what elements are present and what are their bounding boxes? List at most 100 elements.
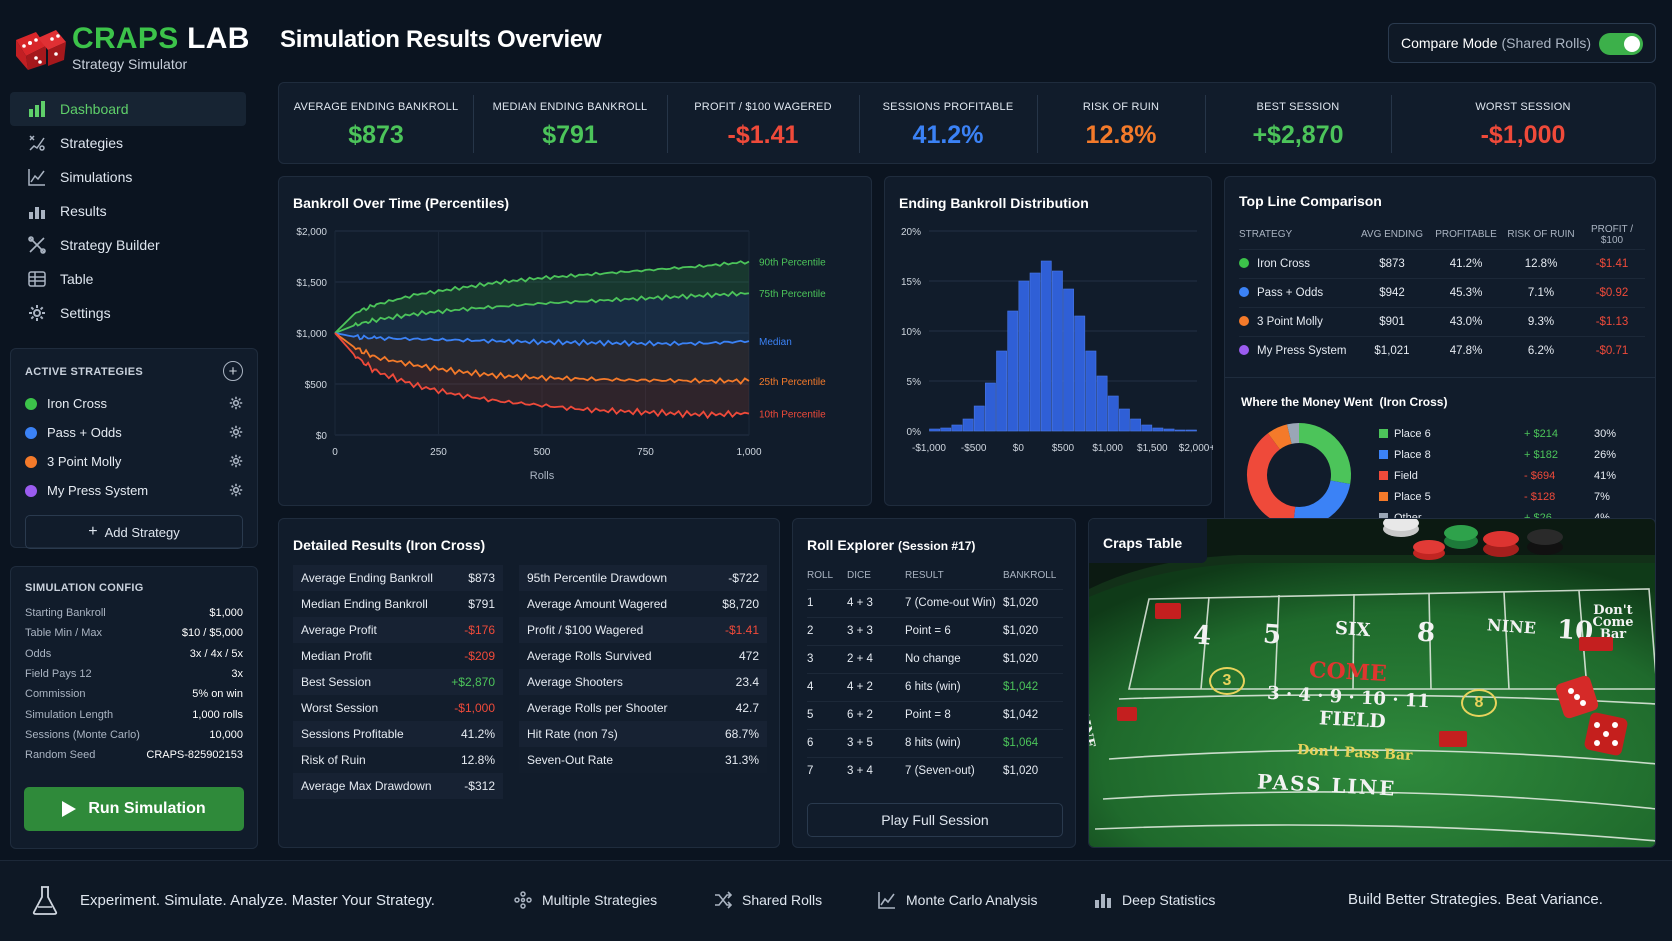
simulation-config-heading: SIMULATION CONFIG (25, 582, 144, 594)
detail-value: -$1.41 (724, 623, 759, 637)
strategy-item[interactable]: Pass + Odds (11, 418, 257, 447)
sidebar-item-strategies[interactable]: Strategies (10, 126, 246, 160)
bar-dice-markers (1117, 603, 1613, 747)
detail-value: 472 (738, 649, 759, 663)
roll-explorer-title: Roll Explorer (Session #17) (807, 537, 976, 553)
compare-mode-paren: (Shared Rolls) (1501, 35, 1591, 51)
legend-percent: 41% (1594, 469, 1617, 482)
cell-profitable: 43.0% (1429, 306, 1503, 336)
histogram-bar (985, 382, 996, 432)
play-icon (62, 801, 77, 817)
play-full-session-button[interactable]: Play Full Session (807, 803, 1063, 837)
detail-key: Average Amount Wagered (527, 597, 668, 611)
table-row[interactable]: Pass + Odds $942 45.3% 7.1% -$0.92 (1239, 277, 1645, 307)
table-row[interactable]: 3 Point Molly $901 43.0% 9.3% -$1.13 (1239, 306, 1645, 336)
strategy-name: My Press System (47, 483, 149, 498)
sidebar-item-dashboard[interactable]: Dashboard (10, 92, 246, 126)
cell-ror: 6.2% (1503, 335, 1579, 365)
run-simulation-button[interactable]: Run Simulation (24, 787, 244, 831)
table-row[interactable]: Iron Cross $873 41.2% 12.8% -$1.41 (1239, 248, 1645, 278)
kpi-card: WORST SESSION -$1,000 (1391, 83, 1655, 163)
config-key: Random Seed (25, 749, 96, 762)
x-tick-label: $2,000+ (1179, 443, 1213, 454)
detail-row: Median Ending Bankroll $791 (293, 591, 503, 617)
compare-mode-toggle[interactable] (1599, 33, 1643, 55)
simulations-icon (28, 168, 46, 186)
detail-row: Average Rolls per Shooter 42.7 (519, 695, 767, 721)
detail-value: +$2,870 (451, 675, 495, 689)
add-strategy-plus-icon[interactable]: + (223, 361, 243, 381)
histogram-bar (1186, 429, 1197, 432)
detail-value: 12.8% (460, 753, 495, 767)
gear-icon[interactable] (229, 483, 243, 497)
config-row: Commission 5% on win (11, 684, 257, 704)
detail-row: Average Rolls Survived 472 (519, 643, 767, 669)
cell-result: Point = 8 (905, 700, 1003, 729)
strategy-name: 3 Point Molly (1257, 315, 1323, 328)
x-tick-label: 250 (430, 447, 447, 458)
add-strategy-button[interactable]: + Add Strategy (25, 515, 243, 549)
series-line-90th-percentile (334, 260, 750, 334)
cell-profit: -$1.13 (1579, 306, 1645, 336)
series-label: 25th Percentile (759, 377, 826, 388)
strategy-item[interactable]: 3 Point Molly (11, 447, 257, 476)
sidebar-item-simulations[interactable]: Simulations (10, 160, 246, 194)
sidebar-item-results[interactable]: Results (10, 194, 246, 228)
strategy-item[interactable]: Iron Cross (11, 389, 257, 418)
table-header: STRATEGY (1239, 229, 1293, 241)
strategy-item[interactable]: My Press System (11, 476, 257, 505)
sidebar-item-table[interactable]: Table (10, 262, 246, 296)
kpi-divider (473, 95, 474, 153)
detail-row: Profit / $100 Wagered -$1.41 (519, 617, 767, 643)
gear-icon[interactable] (229, 396, 243, 410)
histogram-bar (996, 350, 1007, 432)
detail-value: $791 (468, 597, 495, 611)
sidebar-item-label: Table (60, 271, 94, 287)
x-axis-label: Rolls (530, 470, 555, 482)
footer-feature-deep-statistics: Deep Statistics (1094, 891, 1215, 909)
cell-dice: 4 + 3 (847, 588, 905, 617)
sidebar-item-settings[interactable]: Settings (10, 296, 246, 330)
simulation-config-panel: SIMULATION CONFIG Starting Bankroll $1,00… (10, 566, 258, 849)
detail-value: 23.4 (735, 675, 759, 689)
cell-roll: 4 (807, 672, 847, 701)
table-header: ROLL (807, 570, 834, 582)
strategy-cell: 3 Point Molly (1239, 306, 1355, 336)
histogram-bar (1085, 350, 1097, 432)
detail-value: $873 (468, 571, 495, 585)
table-header: PROFITABLE (1435, 229, 1497, 241)
table-row[interactable]: My Press System $1,021 47.8% 6.2% -$0.71 (1239, 335, 1645, 365)
gear-icon[interactable] (229, 454, 243, 468)
kpi-value: $791 (542, 121, 598, 149)
strategy-cell: Iron Cross (1239, 248, 1355, 278)
detail-row: Average Ending Bankroll $873 (293, 565, 503, 591)
kpi-divider (859, 95, 860, 153)
top-line-panel: Top Line Comparison STRATEGY AVG ENDING PR… (1224, 176, 1656, 540)
strategy-color-dot (1239, 315, 1249, 326)
strategy-color-dot (1239, 344, 1249, 355)
detail-row: Sessions Profitable 41.2% (293, 721, 503, 747)
x-tick-label: -$500 (961, 443, 987, 454)
sidebar-item-strategy-builder[interactable]: Strategy Builder (10, 228, 246, 262)
compare-mode-control[interactable]: Compare Mode (Shared Rolls) (1388, 23, 1656, 63)
kpi-divider (1037, 95, 1038, 153)
band-25-10 (335, 333, 749, 415)
strategy-name: Pass + Odds (1257, 286, 1324, 299)
detailed-right-list: 95th Percentile Drawdown -$722 Average Amo… (519, 565, 767, 773)
table-header: RESULT (905, 570, 944, 582)
config-value: 3x (231, 668, 243, 681)
legend-amount: + $214 (1524, 427, 1558, 440)
strategy-name: My Press System (1257, 344, 1347, 357)
histogram-bar (1130, 418, 1141, 432)
strategy-color-dot (1239, 257, 1249, 268)
kpi-card: PROFIT / $100 WAGERED -$1.41 (667, 83, 859, 163)
x-tick-label: 1,000 (736, 447, 761, 458)
gear-icon[interactable] (229, 425, 243, 439)
